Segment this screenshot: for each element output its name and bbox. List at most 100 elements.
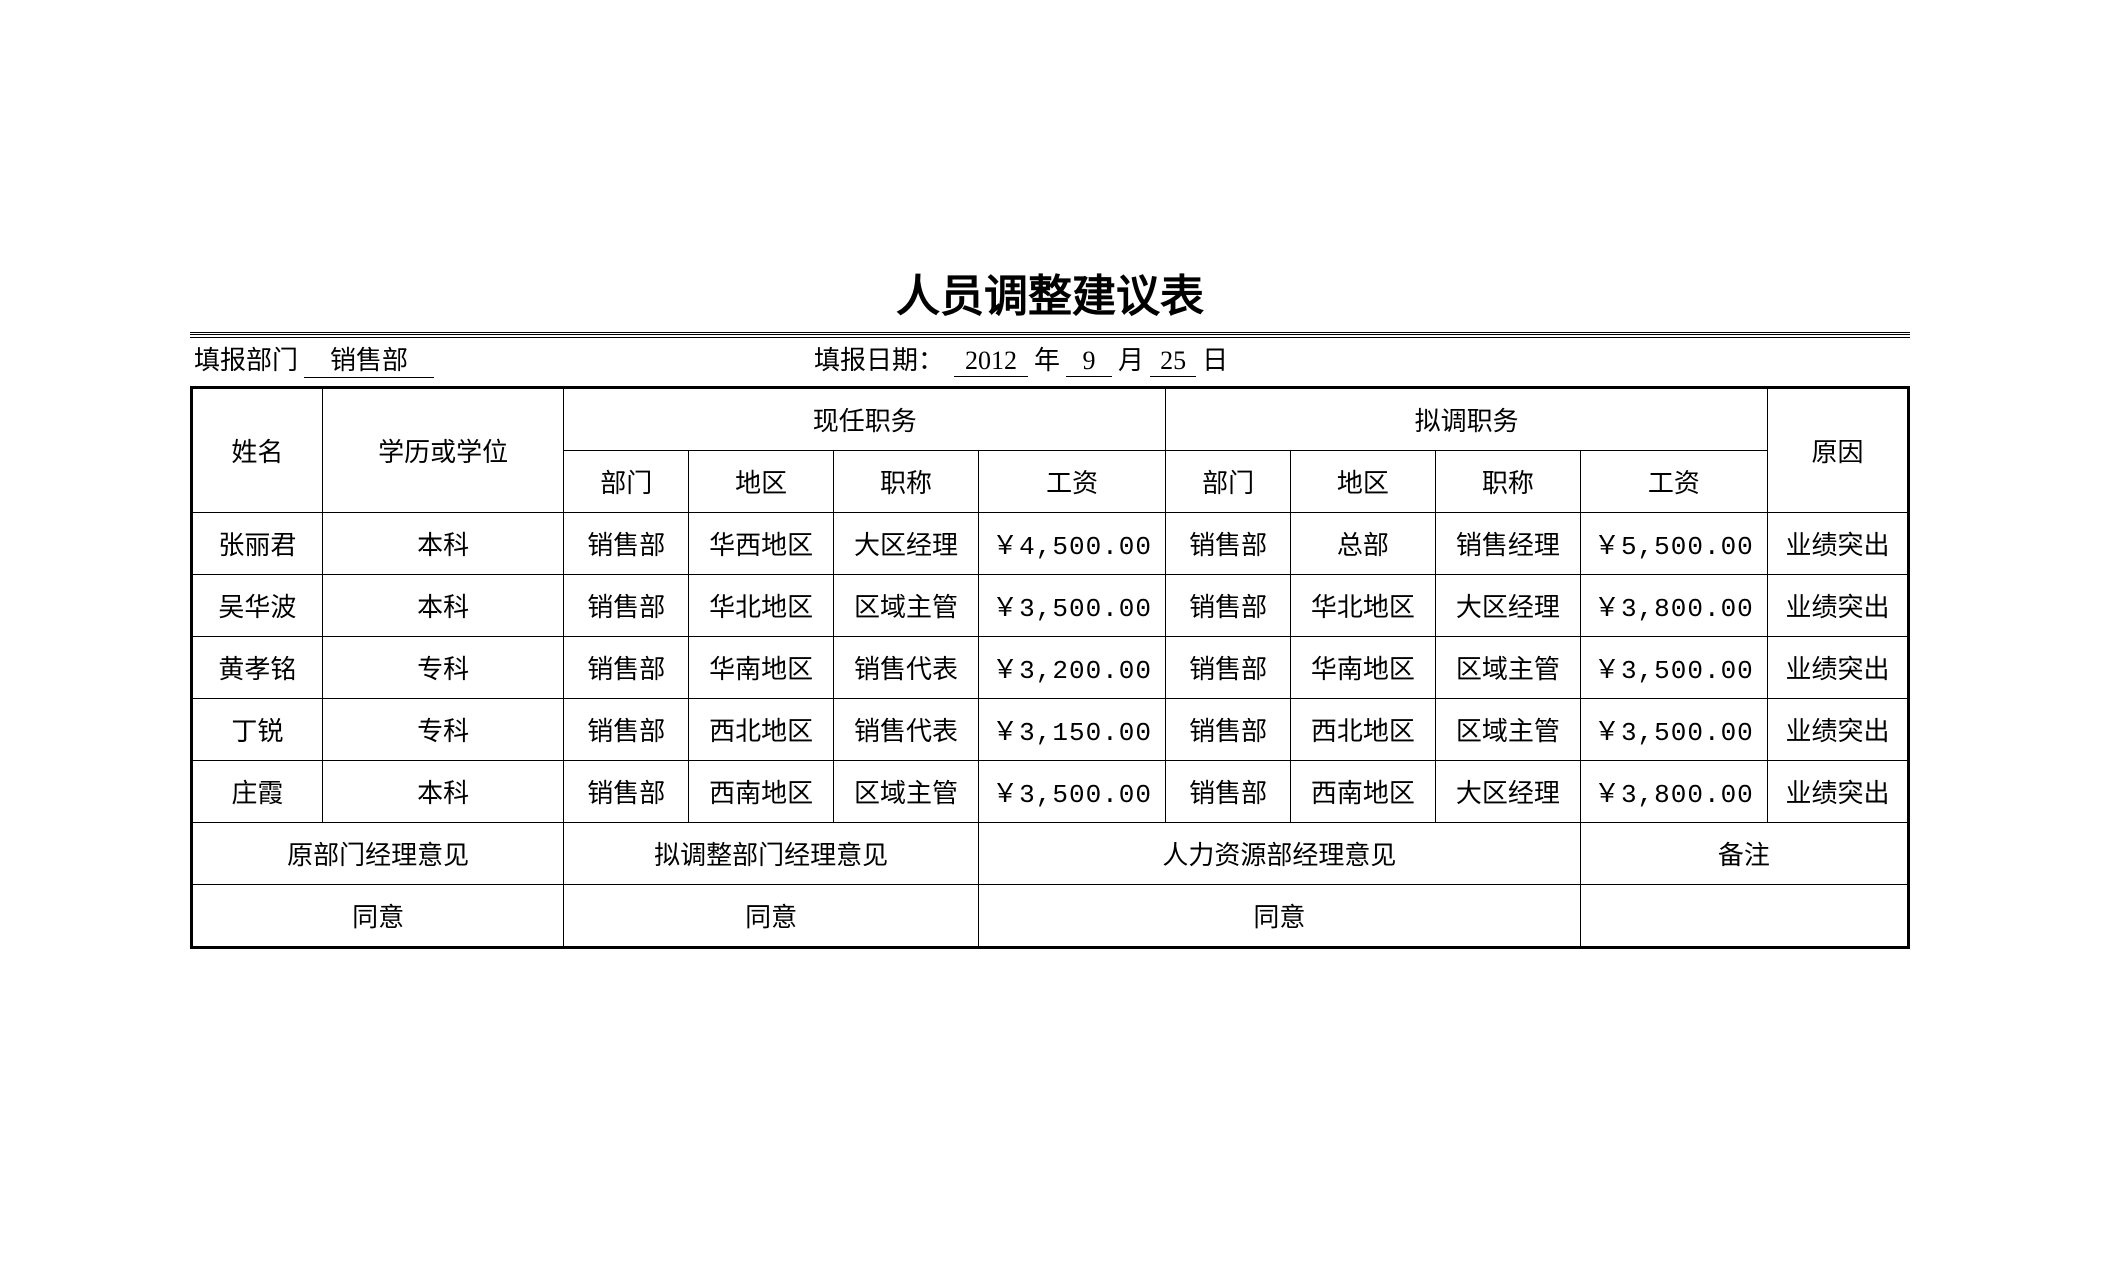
header-cur-dept: 部门 — [564, 451, 689, 513]
header-new-title: 职称 — [1435, 451, 1580, 513]
cell-new-dept: 销售部 — [1166, 699, 1291, 761]
footer-orig-mgr-label: 原部门经理意见 — [192, 823, 564, 885]
cell-cur-salary: ￥3,200.00 — [978, 637, 1165, 699]
cell-new-title: 大区经理 — [1435, 575, 1580, 637]
header-name: 姓名 — [192, 388, 323, 513]
cell-reason: 业绩突出 — [1767, 699, 1908, 761]
meta-day-unit: 日 — [1196, 340, 1234, 377]
cell-cur-salary: ￥3,500.00 — [978, 761, 1165, 823]
header-new-region: 地区 — [1290, 451, 1435, 513]
cell-new-region: 华北地区 — [1290, 575, 1435, 637]
cell-cur-dept: 销售部 — [564, 637, 689, 699]
cell-cur-dept: 销售部 — [564, 699, 689, 761]
cell-reason: 业绩突出 — [1767, 761, 1908, 823]
cell-reason: 业绩突出 — [1767, 575, 1908, 637]
cell-cur-dept: 销售部 — [564, 761, 689, 823]
footer-new-mgr-value: 同意 — [564, 885, 979, 948]
cell-cur-dept: 销售部 — [564, 575, 689, 637]
meta-year-unit: 年 — [1028, 340, 1066, 377]
cell-new-salary: ￥3,500.00 — [1580, 699, 1767, 761]
cell-new-dept: 销售部 — [1166, 637, 1291, 699]
meta-department: 填报部门 销售部 — [194, 340, 434, 378]
footer-orig-mgr-value: 同意 — [192, 885, 564, 948]
header-row-1: 姓名 学历或学位 现任职务 拟调职务 原因 — [192, 388, 1909, 451]
document-title: 人员调整建议表 — [190, 260, 1910, 324]
cell-education: 专科 — [322, 637, 564, 699]
header-proposed: 拟调职务 — [1166, 388, 1768, 451]
meta-year: 2012 — [954, 346, 1028, 377]
table-header: 姓名 学历或学位 现任职务 拟调职务 原因 部门 地区 职称 工资 部门 地区 … — [192, 388, 1909, 513]
adjustment-table: 姓名 学历或学位 现任职务 拟调职务 原因 部门 地区 职称 工资 部门 地区 … — [190, 386, 1910, 949]
cell-cur-salary: ￥3,150.00 — [978, 699, 1165, 761]
meta-month-unit: 月 — [1112, 340, 1150, 377]
meta-dept-value: 销售部 — [304, 340, 434, 378]
footer-value-row: 同意 同意 同意 — [192, 885, 1909, 948]
table-row: 张丽君本科销售部华西地区大区经理￥4,500.00销售部总部销售经理￥5,500… — [192, 513, 1909, 575]
cell-name: 张丽君 — [192, 513, 323, 575]
header-new-salary: 工资 — [1580, 451, 1767, 513]
cell-name: 庄霞 — [192, 761, 323, 823]
cell-cur-title: 销售代表 — [834, 699, 979, 761]
header-current: 现任职务 — [564, 388, 1166, 451]
meta-dept-label: 填报部门 — [194, 340, 298, 377]
cell-cur-dept: 销售部 — [564, 513, 689, 575]
cell-new-region: 华南地区 — [1290, 637, 1435, 699]
cell-education: 本科 — [322, 513, 564, 575]
cell-new-title: 销售经理 — [1435, 513, 1580, 575]
meta-row: 填报部门 销售部 填报日期： 2012 年 9 月 25 日 — [190, 340, 1910, 386]
cell-cur-region: 华南地区 — [689, 637, 834, 699]
header-reason: 原因 — [1767, 388, 1908, 513]
cell-reason: 业绩突出 — [1767, 513, 1908, 575]
header-new-dept: 部门 — [1166, 451, 1291, 513]
footer-hr-mgr-value: 同意 — [978, 885, 1580, 948]
cell-cur-region: 华北地区 — [689, 575, 834, 637]
header-cur-region: 地区 — [689, 451, 834, 513]
cell-name: 吴华波 — [192, 575, 323, 637]
cell-education: 本科 — [322, 761, 564, 823]
cell-new-dept: 销售部 — [1166, 575, 1291, 637]
footer-hr-mgr-label: 人力资源部经理意见 — [978, 823, 1580, 885]
table-row: 庄霞本科销售部西南地区区域主管￥3,500.00销售部西南地区大区经理￥3,80… — [192, 761, 1909, 823]
footer-remark-label: 备注 — [1580, 823, 1908, 885]
footer-new-mgr-label: 拟调整部门经理意见 — [564, 823, 979, 885]
cell-new-salary: ￥3,800.00 — [1580, 761, 1767, 823]
cell-new-salary: ￥3,800.00 — [1580, 575, 1767, 637]
cell-cur-salary: ￥4,500.00 — [978, 513, 1165, 575]
table-row: 黄孝铭专科销售部华南地区销售代表￥3,200.00销售部华南地区区域主管￥3,5… — [192, 637, 1909, 699]
title-underline — [190, 332, 1910, 338]
header-education: 学历或学位 — [322, 388, 564, 513]
cell-cur-region: 华西地区 — [689, 513, 834, 575]
cell-new-dept: 销售部 — [1166, 513, 1291, 575]
table-body: 张丽君本科销售部华西地区大区经理￥4,500.00销售部总部销售经理￥5,500… — [192, 513, 1909, 823]
cell-education: 专科 — [322, 699, 564, 761]
cell-education: 本科 — [322, 575, 564, 637]
cell-name: 黄孝铭 — [192, 637, 323, 699]
table-row: 丁锐专科销售部西北地区销售代表￥3,150.00销售部西北地区区域主管￥3,50… — [192, 699, 1909, 761]
cell-new-salary: ￥3,500.00 — [1580, 637, 1767, 699]
cell-new-region: 西南地区 — [1290, 761, 1435, 823]
meta-month: 9 — [1066, 346, 1112, 377]
header-cur-title: 职称 — [834, 451, 979, 513]
cell-new-title: 区域主管 — [1435, 637, 1580, 699]
cell-new-salary: ￥5,500.00 — [1580, 513, 1767, 575]
cell-cur-title: 销售代表 — [834, 637, 979, 699]
cell-cur-title: 区域主管 — [834, 575, 979, 637]
cell-new-region: 西北地区 — [1290, 699, 1435, 761]
cell-name: 丁锐 — [192, 699, 323, 761]
cell-cur-title: 大区经理 — [834, 513, 979, 575]
cell-cur-salary: ￥3,500.00 — [978, 575, 1165, 637]
document-container: 人员调整建议表 填报部门 销售部 填报日期： 2012 年 9 月 25 日 姓… — [190, 260, 1910, 949]
footer-label-row: 原部门经理意见 拟调整部门经理意见 人力资源部经理意见 备注 — [192, 823, 1909, 885]
meta-date-label: 填报日期： — [814, 340, 944, 377]
cell-cur-region: 西北地区 — [689, 699, 834, 761]
meta-day: 25 — [1150, 346, 1196, 377]
cell-new-title: 区域主管 — [1435, 699, 1580, 761]
cell-new-dept: 销售部 — [1166, 761, 1291, 823]
table-footer: 原部门经理意见 拟调整部门经理意见 人力资源部经理意见 备注 同意 同意 同意 — [192, 823, 1909, 948]
footer-remark-value — [1580, 885, 1908, 948]
cell-cur-region: 西南地区 — [689, 761, 834, 823]
meta-date: 填报日期： 2012 年 9 月 25 日 — [814, 340, 1234, 377]
table-row: 吴华波本科销售部华北地区区域主管￥3,500.00销售部华北地区大区经理￥3,8… — [192, 575, 1909, 637]
cell-cur-title: 区域主管 — [834, 761, 979, 823]
cell-new-region: 总部 — [1290, 513, 1435, 575]
